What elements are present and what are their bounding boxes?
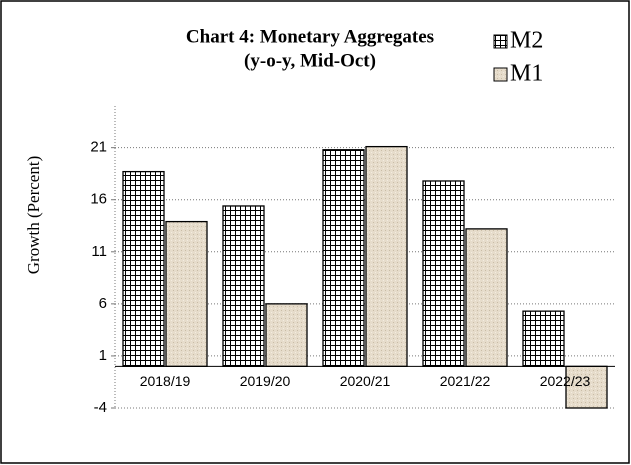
bar bbox=[365, 145, 408, 367]
y-tick-label: 6 bbox=[99, 295, 107, 312]
y-tick-label: 21 bbox=[90, 139, 107, 156]
y-tick-label: 16 bbox=[90, 191, 107, 208]
y-tick-label: 1 bbox=[99, 347, 107, 364]
x-tick-label: 2022/23 bbox=[540, 373, 591, 389]
legend-label: M1 bbox=[510, 61, 543, 87]
x-tick-label: 2020/21 bbox=[340, 373, 391, 389]
bar bbox=[122, 170, 165, 367]
y-axis-label: Growth (Percent) bbox=[24, 156, 43, 275]
x-tick-label: 2018/19 bbox=[140, 373, 191, 389]
chart-subtitle: (y-o-y, Mid-Oct) bbox=[244, 50, 376, 71]
bar bbox=[265, 303, 308, 367]
chart-title: Chart 4: Monetary Aggregates bbox=[186, 26, 434, 47]
legend-swatch bbox=[493, 67, 508, 82]
legend-label: M2 bbox=[510, 28, 543, 54]
bar bbox=[222, 205, 265, 367]
bar bbox=[465, 228, 508, 367]
bar bbox=[422, 180, 465, 367]
x-tick-label: 2021/22 bbox=[440, 373, 491, 389]
bar bbox=[322, 149, 365, 367]
y-tick-label: 11 bbox=[91, 243, 107, 260]
y-tick-label: -4 bbox=[94, 399, 107, 416]
legend-swatch bbox=[493, 34, 508, 49]
bar bbox=[522, 310, 565, 367]
x-tick-label: 2019/20 bbox=[240, 373, 291, 389]
bar bbox=[165, 220, 208, 367]
